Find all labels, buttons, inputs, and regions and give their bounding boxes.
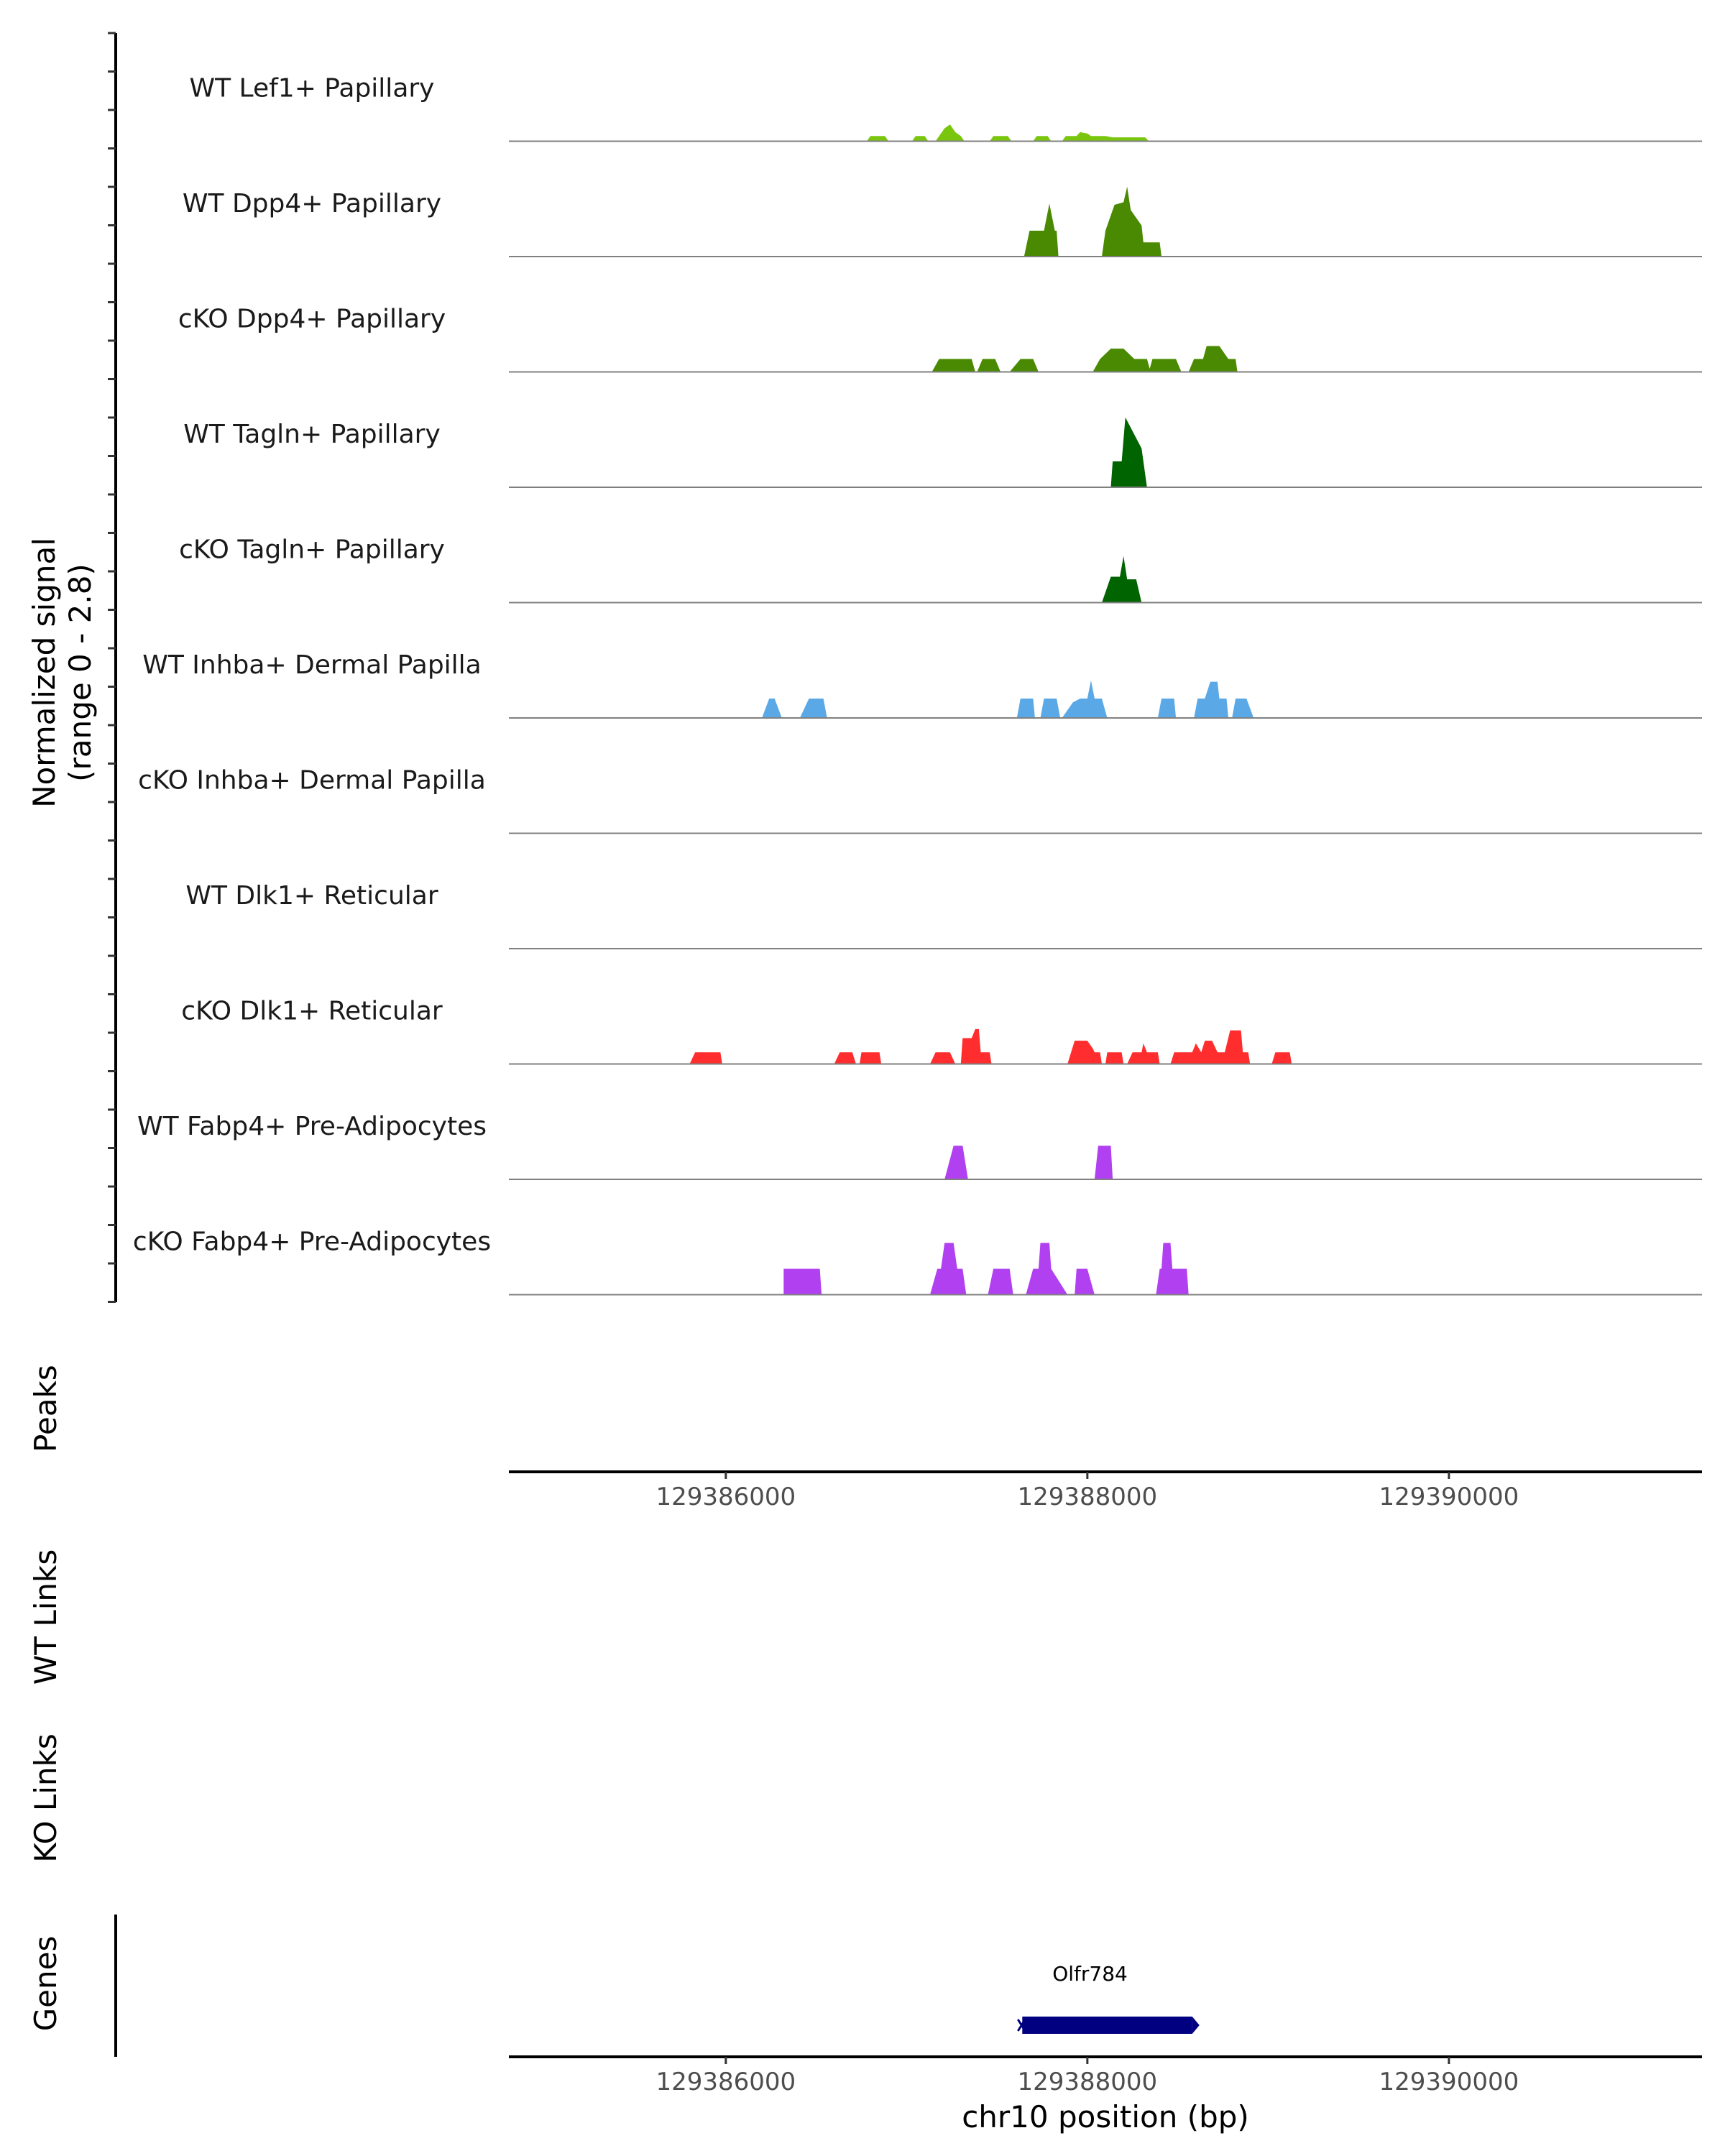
- track-label: cKO Dpp4+ Papillary: [178, 305, 446, 334]
- track-label: WT Inhba+ Dermal Papilla: [142, 650, 481, 680]
- peaks-label: Peaks: [28, 1365, 63, 1452]
- track-cko-dlk1-reticular: cKO Dlk1+ Reticular: [181, 997, 1702, 1065]
- peaks-x-axis-ticks: 129386000 129388000 129390000: [656, 1472, 1519, 1511]
- x-axis-title: chr10 position (bp): [962, 2099, 1249, 2134]
- track-wt-fabp4-pre-adipocytes: WT Fabp4+ Pre-Adipocytes: [137, 1112, 1702, 1180]
- x-tick-label: 129388000: [1018, 2068, 1158, 2096]
- x-tick-label: 129390000: [1379, 2068, 1519, 2096]
- gene-annotations: Olfr784: [1017, 1962, 1200, 2034]
- signal-area-wt-tagln-papillary: [1110, 417, 1147, 487]
- signal-area-wt-dpp4-papillary: [1024, 186, 1162, 257]
- wt-links-label: WT Links: [28, 1549, 63, 1685]
- gene-end-icon: [1192, 2017, 1200, 2034]
- signal-area-wt-lef1-papillary: [867, 124, 1149, 142]
- gene-label: Olfr784: [1052, 1962, 1128, 1986]
- strand-marker-icon: [1017, 2019, 1026, 2032]
- track-cko-dpp4-papillary: cKO Dpp4+ Papillary: [178, 305, 1702, 373]
- track-label: WT Tagln+ Papillary: [183, 420, 441, 449]
- genes-x-axis-ticks: 129386000 129388000 129390000: [656, 2057, 1519, 2096]
- track-cko-fabp4-pre-adipocytes: cKO Fabp4+ Pre-Adipocytes: [133, 1227, 1702, 1296]
- track-label: cKO Tagln+ Papillary: [179, 535, 445, 565]
- signal-area-wt-inhba-dermal-papilla: [762, 680, 1254, 718]
- signal-area-cko-dlk1-reticular: [689, 1028, 1292, 1064]
- signal-area-cko-fabp4-pre-adipocytes: [783, 1243, 1189, 1295]
- track-wt-inhba-dermal-papilla: WT Inhba+ Dermal Papilla: [142, 650, 1702, 719]
- signal-area-cko-tagln-papillary: [1102, 556, 1142, 603]
- track-label: WT Fabp4+ Pre-Adipocytes: [137, 1112, 487, 1141]
- track-wt-lef1-papillary: WT Lef1+ Papillary: [190, 74, 1702, 142]
- track-label: WT Lef1+ Papillary: [190, 74, 435, 103]
- track-label: cKO Dlk1+ Reticular: [181, 997, 443, 1026]
- signal-axis-ticks: [108, 32, 116, 1303]
- track-label: WT Dpp4+ Papillary: [183, 189, 441, 218]
- genes-label: Genes: [28, 1936, 63, 2032]
- track-label: cKO Fabp4+ Pre-Adipocytes: [133, 1227, 491, 1257]
- signal-axis: [108, 32, 117, 1303]
- track-label: WT Dlk1+ Reticular: [185, 881, 438, 911]
- signal-axis-title: Normalized signal: [27, 538, 62, 808]
- track-label: cKO Inhba+ Dermal Papilla: [138, 766, 486, 796]
- track-wt-dpp4-papillary: WT Dpp4+ Papillary: [183, 186, 1702, 257]
- x-tick-label: 129388000: [1018, 1483, 1158, 1511]
- track-cko-inhba-dermal-papilla: cKO Inhba+ Dermal Papilla: [138, 766, 1702, 834]
- signal-area-wt-fabp4-pre-adipocytes: [944, 1146, 1113, 1179]
- ko-links-label: KO Links: [28, 1733, 63, 1863]
- track-wt-tagln-papillary: WT Tagln+ Papillary: [183, 417, 1702, 488]
- signal-axis-subtitle: (range 0 - 2.8): [63, 563, 98, 782]
- signal-area-cko-dpp4-papillary: [932, 346, 1238, 372]
- gene-body: [1022, 2017, 1192, 2034]
- x-tick-label: 129386000: [656, 2068, 796, 2096]
- signal-tracks: WT Lef1+ Papillary WT Dpp4+ Papillary cKO …: [133, 74, 1702, 1296]
- track-wt-dlk1-reticular: WT Dlk1+ Reticular: [185, 881, 1702, 949]
- x-tick-label: 129390000: [1379, 1483, 1519, 1511]
- track-cko-tagln-papillary: cKO Tagln+ Papillary: [179, 535, 1702, 604]
- x-tick-label: 129386000: [656, 1483, 796, 1511]
- gene-olfr784: Olfr784: [1017, 1962, 1200, 2034]
